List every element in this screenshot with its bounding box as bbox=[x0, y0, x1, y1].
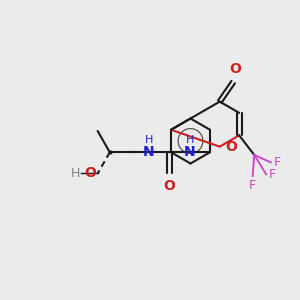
Text: F: F bbox=[274, 156, 281, 169]
Text: N: N bbox=[184, 145, 195, 159]
Text: O: O bbox=[229, 62, 241, 76]
Text: O: O bbox=[84, 166, 96, 180]
Text: O: O bbox=[226, 140, 238, 154]
Text: N: N bbox=[143, 145, 154, 159]
Text: H: H bbox=[145, 135, 153, 145]
Text: F: F bbox=[269, 168, 276, 181]
Text: H: H bbox=[185, 135, 194, 145]
Text: H: H bbox=[70, 167, 80, 180]
Text: F: F bbox=[249, 179, 256, 192]
Text: O: O bbox=[163, 179, 175, 193]
